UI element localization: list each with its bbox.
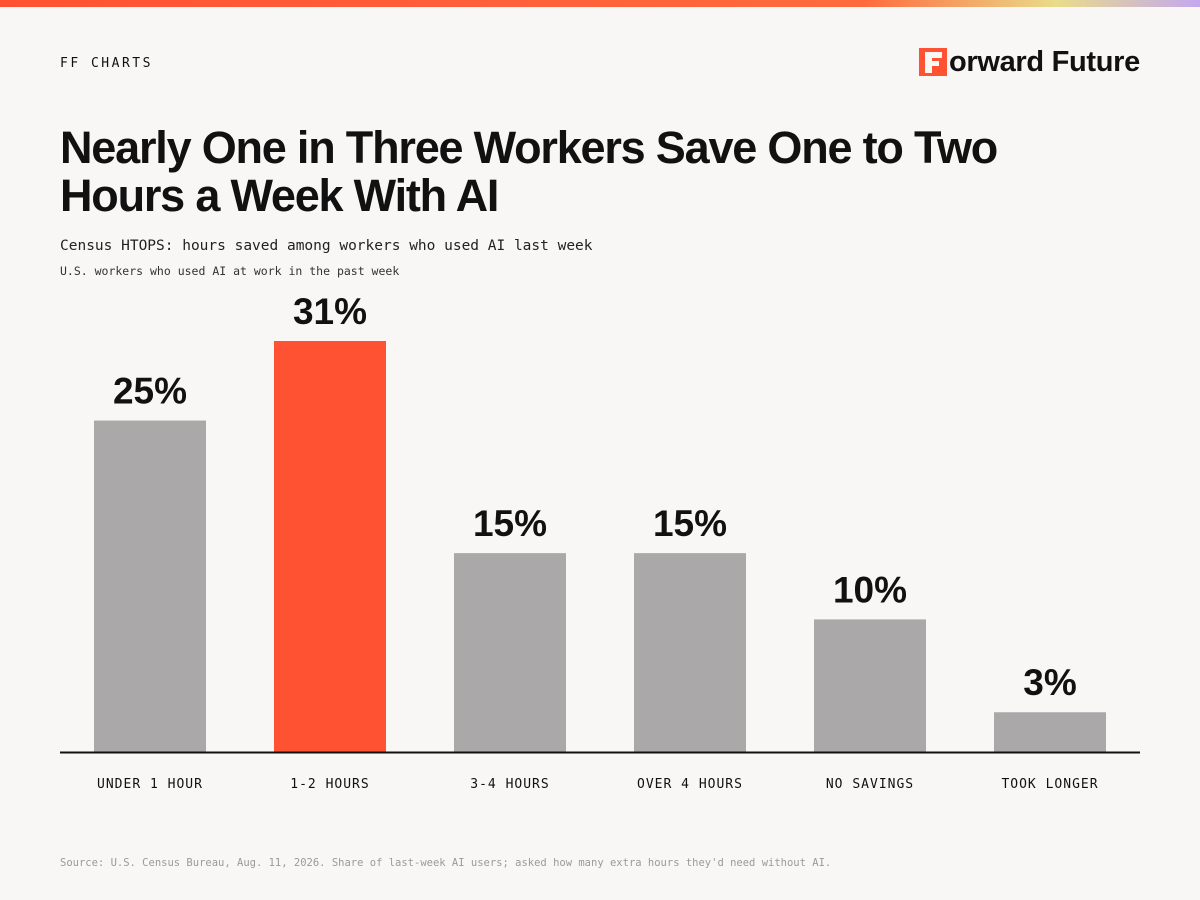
value-label-took-longer: 3%: [1023, 662, 1076, 703]
value-label-no-savings: 10%: [833, 569, 907, 610]
bar-over-4-hours: [634, 553, 746, 752]
bar-took-longer: [994, 712, 1106, 752]
category-label-3-4-hours: 3-4 HOURS: [470, 777, 549, 792]
brand-name: orward Future: [948, 46, 1140, 78]
bar-under-1-hour: [94, 420, 206, 752]
source-note: Source: U.S. Census Bureau, Aug. 11, 202…: [60, 857, 832, 869]
chart-note: U.S. workers who used AI at work in the …: [60, 264, 400, 278]
bar-1-2-hours: [274, 341, 386, 752]
brand-logo[interactable]: orward Future: [918, 46, 1140, 78]
category-label-over-4-hours: OVER 4 HOURS: [637, 777, 743, 792]
value-label-3-4-hours: 15%: [473, 503, 547, 544]
value-label-under-1-hour: 25%: [113, 371, 187, 412]
chart-title: Nearly One in Three Workers Save One to …: [60, 122, 998, 221]
chart-subtitle: Census HTOPS: hours saved among workers …: [60, 238, 593, 254]
value-label-1-2-hours: 31%: [293, 291, 367, 332]
bar-no-savings: [814, 619, 926, 752]
category-label-under-1-hour: UNDER 1 HOUR: [97, 777, 203, 792]
category-label-took-longer: TOOK LONGER: [1001, 777, 1098, 792]
bar-3-4-hours: [454, 553, 566, 752]
value-label-over-4-hours: 15%: [653, 503, 727, 544]
category-label-1-2-hours: 1-2 HOURS: [290, 777, 369, 792]
top-accent-bar: [0, 0, 1200, 7]
category-label-no-savings: NO SAVINGS: [826, 777, 914, 792]
section-kicker: FF CHARTS: [60, 56, 153, 71]
forward-future-logo-icon: [918, 48, 947, 76]
